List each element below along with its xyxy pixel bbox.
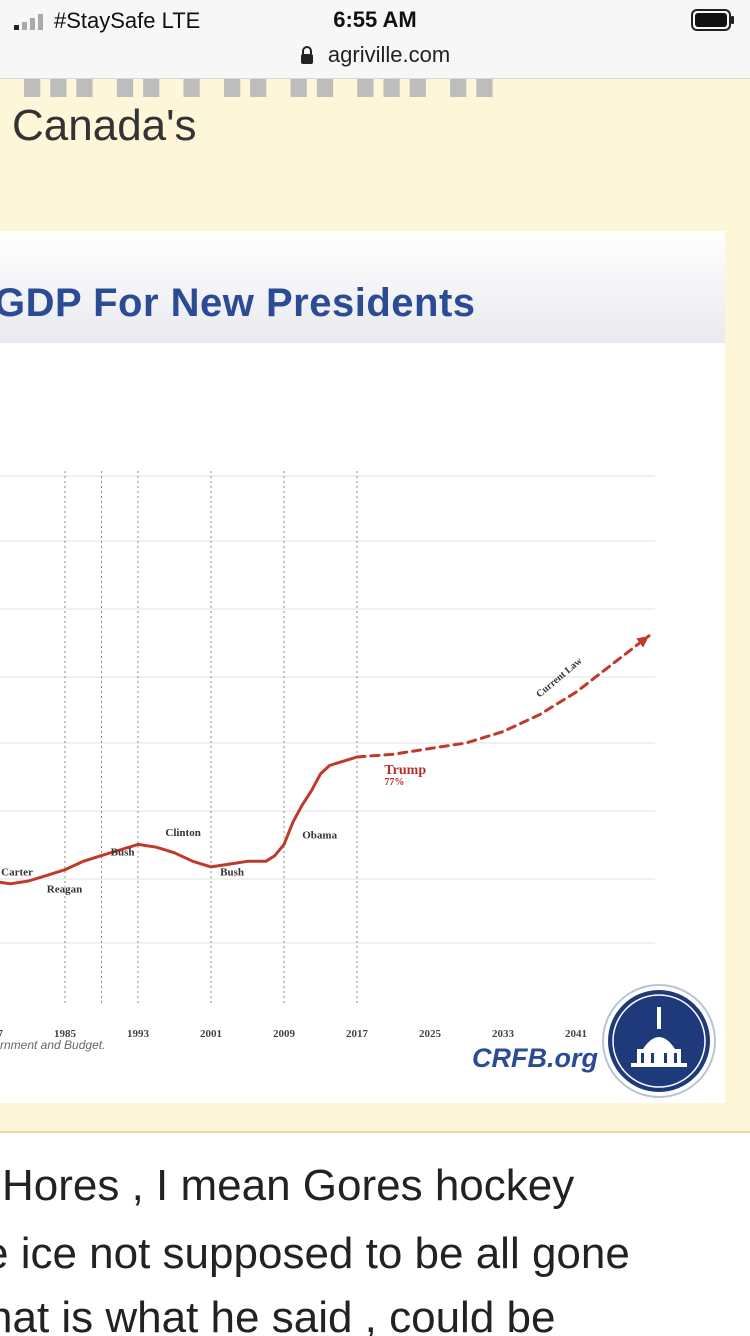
projection-arrowhead xyxy=(636,635,649,648)
chart-annotation: Current Law xyxy=(534,655,585,700)
line-chart: 1977198519932001200920172025203320412049… xyxy=(0,471,661,1040)
status-bar: #StaySafe LTE 6:55 AM agriville.com xyxy=(0,0,750,80)
comment-line: e ice not supposed to be all gone xyxy=(0,1229,630,1278)
chart-title: GDP For New Presidents xyxy=(0,281,476,325)
chart-annotation: Reagan xyxy=(47,883,82,895)
article-content: ▮▮▮ ▮▮ ▮ ▮▮ ▮▮ ▮▮▮ ▮▮ Canada's GDP For N… xyxy=(0,79,750,1131)
clipped-text-line: ▮▮▮ ▮▮ ▮ ▮▮ ▮▮ ▮▮▮ ▮▮ xyxy=(0,79,750,97)
address-bar[interactable]: agriville.com xyxy=(0,41,750,68)
x-tick-label: 2033 xyxy=(492,1028,515,1040)
battery-icon xyxy=(691,9,734,31)
url-text: agriville.com xyxy=(327,42,451,68)
projection-line xyxy=(355,634,651,759)
comment-line: Hores , I mean Gores hockey xyxy=(2,1161,575,1210)
x-tick-label: 2001 xyxy=(200,1028,222,1040)
status-time: 6:55 AM xyxy=(333,7,417,32)
chart-annotation: 77% xyxy=(384,777,404,788)
history-line xyxy=(0,755,359,886)
x-tick-label: 2041 xyxy=(565,1028,587,1040)
capitol-seal-icon xyxy=(602,984,716,1098)
x-tick-label: 2009 xyxy=(273,1028,296,1040)
x-tick-label: 1993 xyxy=(127,1028,150,1040)
chart-slide: GDP For New Presidents 1977 1985 1993 2001 2… xyxy=(0,231,725,1103)
chart-annotation: Bush xyxy=(111,847,135,859)
chart-annotation: Clinton xyxy=(165,827,200,839)
chart-annotation: Obama xyxy=(302,830,337,842)
x-tick-label: 2025 xyxy=(419,1028,442,1040)
x-tick-label: 1977 xyxy=(0,1028,4,1040)
status-divider xyxy=(0,78,750,79)
comment-block: Hores , I mean Gores hockey e ice not su… xyxy=(0,1131,750,1336)
source-note: rnment and Budget. xyxy=(0,1038,106,1052)
slide-title-band xyxy=(0,231,725,343)
chart-annotation: Trump xyxy=(384,763,426,778)
carrier-label: #StaySafe LTE xyxy=(54,8,201,33)
chart-annotation: Carter xyxy=(1,866,33,878)
article-text: Canada's xyxy=(12,101,197,150)
brand-label: CRFB.org xyxy=(472,1043,598,1073)
comment-line: hat is what he said , could be xyxy=(0,1293,556,1336)
x-tick-label: 1985 xyxy=(54,1028,77,1040)
chart-annotation: Bush xyxy=(220,866,244,878)
lock-icon xyxy=(300,46,313,65)
x-tick-label: 2017 xyxy=(346,1028,369,1040)
signal-strength-icon xyxy=(14,14,43,30)
